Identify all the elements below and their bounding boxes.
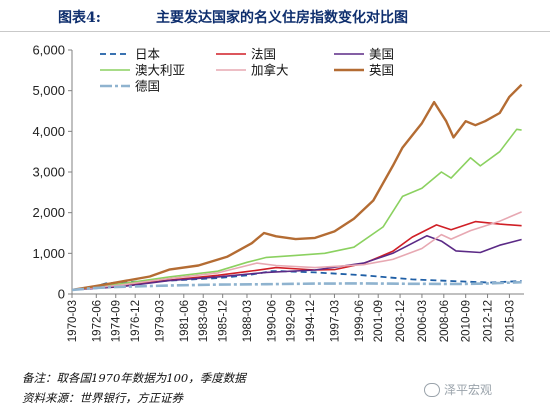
series-line <box>71 270 522 291</box>
x-tick-label: 2008-06 <box>439 300 451 342</box>
x-tick-label: 2001-09 <box>373 300 385 342</box>
wechat-icon <box>424 382 440 397</box>
x-tick-label: 2006-03 <box>417 300 429 342</box>
legend-label: 美国 <box>369 47 394 62</box>
legend-label: 德国 <box>135 79 160 94</box>
x-tick-label: 2010-09 <box>461 300 473 342</box>
x-tick-label: 1976-12 <box>130 300 142 342</box>
y-tick-label: 6,000 <box>32 43 65 58</box>
figure-label: 图表4: <box>58 10 101 26</box>
y-tick-label: 4,000 <box>32 124 65 139</box>
legend-label: 加拿大 <box>251 63 289 78</box>
x-tick-label: 2012-12 <box>483 300 495 342</box>
x-tick-label: 1983-09 <box>198 300 210 342</box>
chart-title: 主要发达国家的名义住房指数变化对比图 <box>156 10 408 26</box>
x-tick-label: 1994-12 <box>305 300 317 342</box>
y-tick-label: 3,000 <box>32 165 65 180</box>
watermark-text: 泽平宏观 <box>444 383 493 397</box>
watermark: 泽平宏观 <box>424 381 492 398</box>
x-tick-label: 2003-12 <box>395 300 407 342</box>
series-line <box>71 235 522 291</box>
y-tick-label: 1,000 <box>32 246 65 261</box>
x-tick-label: 1992-09 <box>286 300 298 342</box>
x-tick-label: 1974-09 <box>111 300 123 342</box>
legend-label: 澳大利亚 <box>135 63 185 78</box>
x-tick-label: 1970-03 <box>67 300 79 342</box>
line-chart: 0 1,000 2,000 3,000 4,000 5,000 6,000 1970-03 19… <box>32 43 524 342</box>
x-tick-label: 1985-12 <box>218 300 230 342</box>
series-line <box>71 280 522 292</box>
x-tick-label: 1979-03 <box>154 300 166 342</box>
series-line <box>71 220 522 291</box>
x-tick-label: 1997-03 <box>329 300 341 342</box>
series-line <box>71 211 522 291</box>
legend-label: 英国 <box>369 63 394 78</box>
legend-label: 日本 <box>135 47 161 62</box>
figure-notes: 备注：取各国1970年数据为100，季度数据 资料来源：世界银行，方正证券 <box>22 368 246 408</box>
note-line: 备注：取各国1970年数据为100，季度数据 <box>22 371 246 385</box>
figure-header: 图表4: 主要发达国家的名义住房指数变化对比图 <box>0 0 550 32</box>
x-tick-label: 1990-06 <box>266 300 278 342</box>
x-tick-label: 1999-06 <box>354 300 366 342</box>
x-tick-label: 1988-03 <box>242 300 254 342</box>
series-line <box>71 83 523 292</box>
x-tick-label: 1981-06 <box>179 300 191 342</box>
x-tick-label: 2015-03 <box>504 300 516 342</box>
y-tick-label: 2,000 <box>32 205 65 220</box>
y-tick-label: 5,000 <box>32 83 65 98</box>
x-tick-label: 1972-06 <box>91 300 103 342</box>
legend-label: 法国 <box>251 47 276 62</box>
y-tick-label: 0 <box>58 287 65 302</box>
series-line <box>71 128 522 291</box>
source-line: 资料来源：世界银行，方正证券 <box>22 391 183 405</box>
